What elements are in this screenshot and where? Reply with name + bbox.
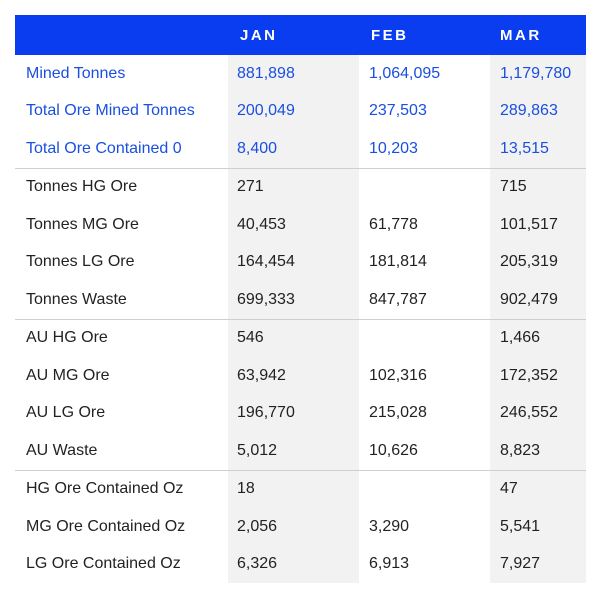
table-row: AU HG Ore 546 1,466 [15,319,586,358]
cell-jan: 18 [228,470,359,508]
cell-jan: 881,898 [228,55,359,93]
table-row: Tonnes Waste 699,333 847,787 902,479 [15,281,586,319]
row-label: Tonnes MG Ore [26,215,139,233]
cell-mar: 289,863 [490,92,586,130]
cell-mar: 902,479 [490,281,586,319]
table-row: Mined Tonnes 881,898 1,064,095 1,179,780 [15,55,586,93]
table-row: MG Ore Contained Oz 2,056 3,290 5,541 [15,508,586,546]
cell-jan: 164,454 [228,243,359,281]
header-mar: MAR [500,26,542,44]
row-label: AU Waste [26,441,98,459]
table-row: AU MG Ore 63,942 102,316 172,352 [15,357,586,395]
row-label: Tonnes LG Ore [26,253,135,271]
header-feb: FEB [371,26,409,44]
cell-feb: 6,913 [369,555,410,573]
row-group-2: Tonnes HG Ore 271 715 Tonnes MG Ore 40,453 61… [15,167,586,319]
cell-mar: 246,552 [490,394,586,432]
cell-feb: 237,503 [369,102,427,120]
cell-mar: 47 [490,470,586,508]
cell-feb: 847,787 [369,290,427,308]
table-row: Tonnes LG Ore 164,454 181,814 205,319 [15,243,586,281]
row-label: AU MG Ore [26,366,110,384]
cell-feb: 10,203 [369,139,418,157]
cell-feb: 181,814 [369,253,427,271]
row-label: MG Ore Contained Oz [26,517,186,535]
cell-jan: 546 [228,319,359,357]
row-label: Total Ore Mined Tonnes [26,102,195,120]
table-row: AU LG Ore 196,770 215,028 246,552 [15,394,586,432]
table-header-row: JAN FEB MAR [15,15,586,55]
mining-data-table: JAN FEB MAR Mined Tonnes 881,898 1,064,095… [15,15,586,583]
table-row: Tonnes HG Ore 271 715 [15,168,586,207]
cell-mar: 205,319 [490,243,586,281]
cell-feb: 10,626 [369,441,418,459]
table-row: LG Ore Contained Oz 6,326 6,913 7,927 [15,545,586,583]
cell-feb: 61,778 [369,215,418,233]
row-group-4: HG Ore Contained Oz 18 47 MG Ore Contained … [15,469,586,583]
cell-jan: 40,453 [228,206,359,244]
cell-feb [359,471,490,509]
table-row: Total Ore Contained 0 8,400 10,203 13,515 [15,130,586,168]
cell-feb: 215,028 [369,404,427,422]
table-row: HG Ore Contained Oz 18 47 [15,470,586,509]
table-row: AU Waste 5,012 10,626 8,823 [15,432,586,470]
cell-jan: 196,770 [228,394,359,432]
header-label-cell [15,15,228,55]
row-label: HG Ore Contained Oz [26,480,184,498]
table-body: Mined Tonnes 881,898 1,064,095 1,179,780 Tot… [15,55,586,583]
cell-mar: 1,179,780 [490,55,586,93]
cell-feb: 102,316 [369,366,427,384]
cell-mar: 7,927 [490,545,586,583]
row-label: AU HG Ore [26,329,108,347]
cell-mar: 1,466 [490,319,586,357]
header-jan: JAN [240,26,278,44]
row-group-3: AU HG Ore 546 1,466 AU MG Ore 63,942 102,316 1… [15,318,586,470]
row-label: Total Ore Contained 0 [26,139,182,157]
cell-jan: 699,333 [228,281,359,319]
cell-mar: 172,352 [490,357,586,395]
cell-mar: 5,541 [490,508,586,546]
row-label: Mined Tonnes [26,64,126,82]
cell-feb [359,169,490,207]
table-row: Total Ore Mined Tonnes 200,049 237,503 289,… [15,92,586,130]
table-row: Tonnes MG Ore 40,453 61,778 101,517 [15,206,586,244]
row-label: Tonnes HG Ore [26,178,138,196]
cell-feb: 3,290 [369,517,410,535]
row-group-1: Mined Tonnes 881,898 1,064,095 1,179,780 Tot… [15,55,586,168]
cell-mar: 715 [490,168,586,206]
cell-jan: 8,400 [228,130,359,168]
row-label: Tonnes Waste [26,290,127,308]
cell-jan: 2,056 [228,508,359,546]
cell-jan: 5,012 [228,432,359,470]
cell-feb [359,320,490,358]
cell-jan: 200,049 [228,92,359,130]
cell-mar: 8,823 [490,432,586,470]
cell-jan: 271 [228,168,359,206]
cell-jan: 63,942 [228,357,359,395]
cell-jan: 6,326 [228,545,359,583]
row-label: AU LG Ore [26,404,106,422]
cell-mar: 13,515 [490,130,586,168]
cell-mar: 101,517 [490,206,586,244]
row-label: LG Ore Contained Oz [26,555,181,573]
cell-feb: 1,064,095 [369,64,441,82]
